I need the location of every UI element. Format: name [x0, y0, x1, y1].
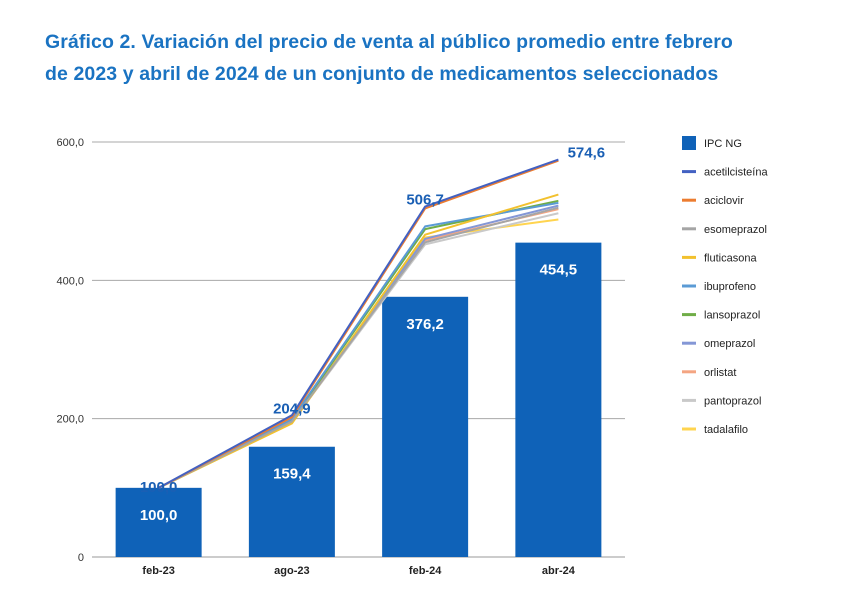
x-tick-label: feb-23 — [142, 565, 174, 577]
chart-title: Gráfico 2. Variación del precio de venta… — [45, 26, 845, 90]
legend-label: esomeprazol — [704, 224, 767, 236]
line-data-label: 100,0 — [140, 479, 178, 496]
series-line — [158, 212, 559, 489]
legend-label: orlistat — [704, 367, 736, 379]
x-tick-label: ago-23 — [274, 565, 309, 577]
legend-label: tadalafilo — [704, 424, 748, 436]
legend-label: acetilcisteína — [704, 167, 768, 179]
bar-data-label: 159,4 — [273, 466, 311, 483]
series-line — [158, 158, 559, 489]
bar — [115, 487, 202, 557]
series-line — [158, 204, 559, 489]
series-line — [158, 206, 559, 489]
series-line — [158, 201, 559, 489]
label-layer: 100,0 159,4 376,2 454,5 100,0 204,9 506,7 574,6 — [140, 145, 605, 524]
line-data-label: 574,6 — [568, 145, 606, 162]
y-tick-label: 0 — [78, 552, 84, 564]
legend-label: fluticasona — [704, 252, 757, 264]
legend-label: pantoprazol — [704, 395, 762, 407]
series-line — [158, 218, 559, 489]
legend-label: ibuprofeno — [704, 281, 756, 293]
line-data-label: 506,7 — [406, 192, 444, 209]
legend-swatch — [682, 136, 696, 150]
legend-label: aciclovir — [704, 195, 744, 207]
bar-data-label: 376,2 — [406, 316, 444, 333]
y-tick-label: 600,0 — [56, 137, 84, 149]
bar-data-label: 454,5 — [540, 262, 578, 279]
line-data-label: 204,9 — [273, 400, 311, 417]
x-tick-label: abr-24 — [542, 565, 576, 577]
y-tick-label: 400,0 — [56, 275, 84, 287]
bar — [382, 296, 469, 557]
bar-layer — [115, 242, 602, 557]
bar-data-label: 100,0 — [140, 507, 178, 524]
legend-label: omeprazol — [704, 338, 755, 350]
legend-label: lansoprazol — [704, 310, 760, 322]
x-tick-label: feb-24 — [409, 565, 442, 577]
bar — [515, 242, 602, 557]
series-line — [158, 208, 559, 489]
series-line — [158, 193, 559, 489]
legend: IPC NG acetilcisteína aciclovir esomeprazol… — [682, 136, 768, 436]
chart-title-line-1: Gráfico 2. Variación del precio de venta… — [45, 31, 733, 53]
y-tick-label: 200,0 — [56, 414, 84, 426]
series-line — [158, 199, 559, 489]
bar — [248, 446, 335, 557]
legend-label: IPC NG — [704, 138, 742, 150]
chart-title-line-2: de 2023 y abril de 2024 de un conjunto d… — [45, 63, 719, 85]
line-layer — [158, 158, 559, 489]
